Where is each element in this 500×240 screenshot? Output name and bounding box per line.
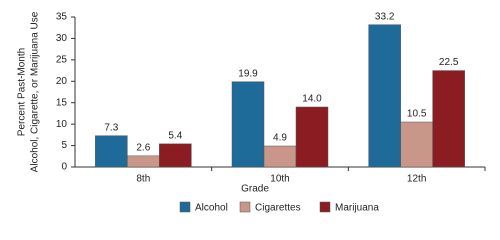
legend-swatch [319,201,331,213]
y-tick-label: 25 [56,54,68,65]
x-tick-label: 8th [136,174,150,185]
bar [295,106,329,168]
y-axis-label: Alcohol, Cigarette, or Marijuana Use [30,11,41,172]
value-label: 4.9 [273,133,287,144]
value-label: 2.6 [136,142,150,153]
value-label: 14.0 [302,94,322,105]
y-tick-label: 10 [56,119,68,130]
y-tick-label: 35 [56,12,68,23]
x-tick-label: 10th [270,174,289,185]
chart: Grade Percent Past-Month Alcohol, Cigare… [17,11,486,214]
value-label: 5.4 [168,130,182,141]
x-tick-label: 12th [407,174,426,185]
bar [368,24,401,168]
y-tick-label: 30 [56,33,68,44]
y-tick-label: 15 [56,97,68,108]
bar [400,121,433,168]
legend-swatch [239,201,251,213]
legend-label: Cigarettes [255,203,301,214]
bar [127,155,160,168]
y-tick-label: 5 [61,140,67,151]
bar [231,81,265,168]
value-label: 10.5 [407,109,427,120]
bar [159,143,192,168]
bar [263,145,297,168]
y-axis-label: Percent Past-Month [17,48,28,136]
bar [95,135,128,168]
legend-swatch [179,201,191,213]
value-label: 7.3 [104,122,118,133]
bar [432,70,465,168]
y-tick-label: 20 [56,76,68,87]
y-tick-label: 0 [61,162,67,173]
value-label: 19.9 [238,68,258,79]
value-label: 33.2 [375,11,395,22]
legend-label: Marijuana [335,203,379,214]
x-axis-label: Grade [241,184,269,195]
value-label: 22.5 [439,57,459,68]
legend-label: Alcohol [195,203,228,214]
